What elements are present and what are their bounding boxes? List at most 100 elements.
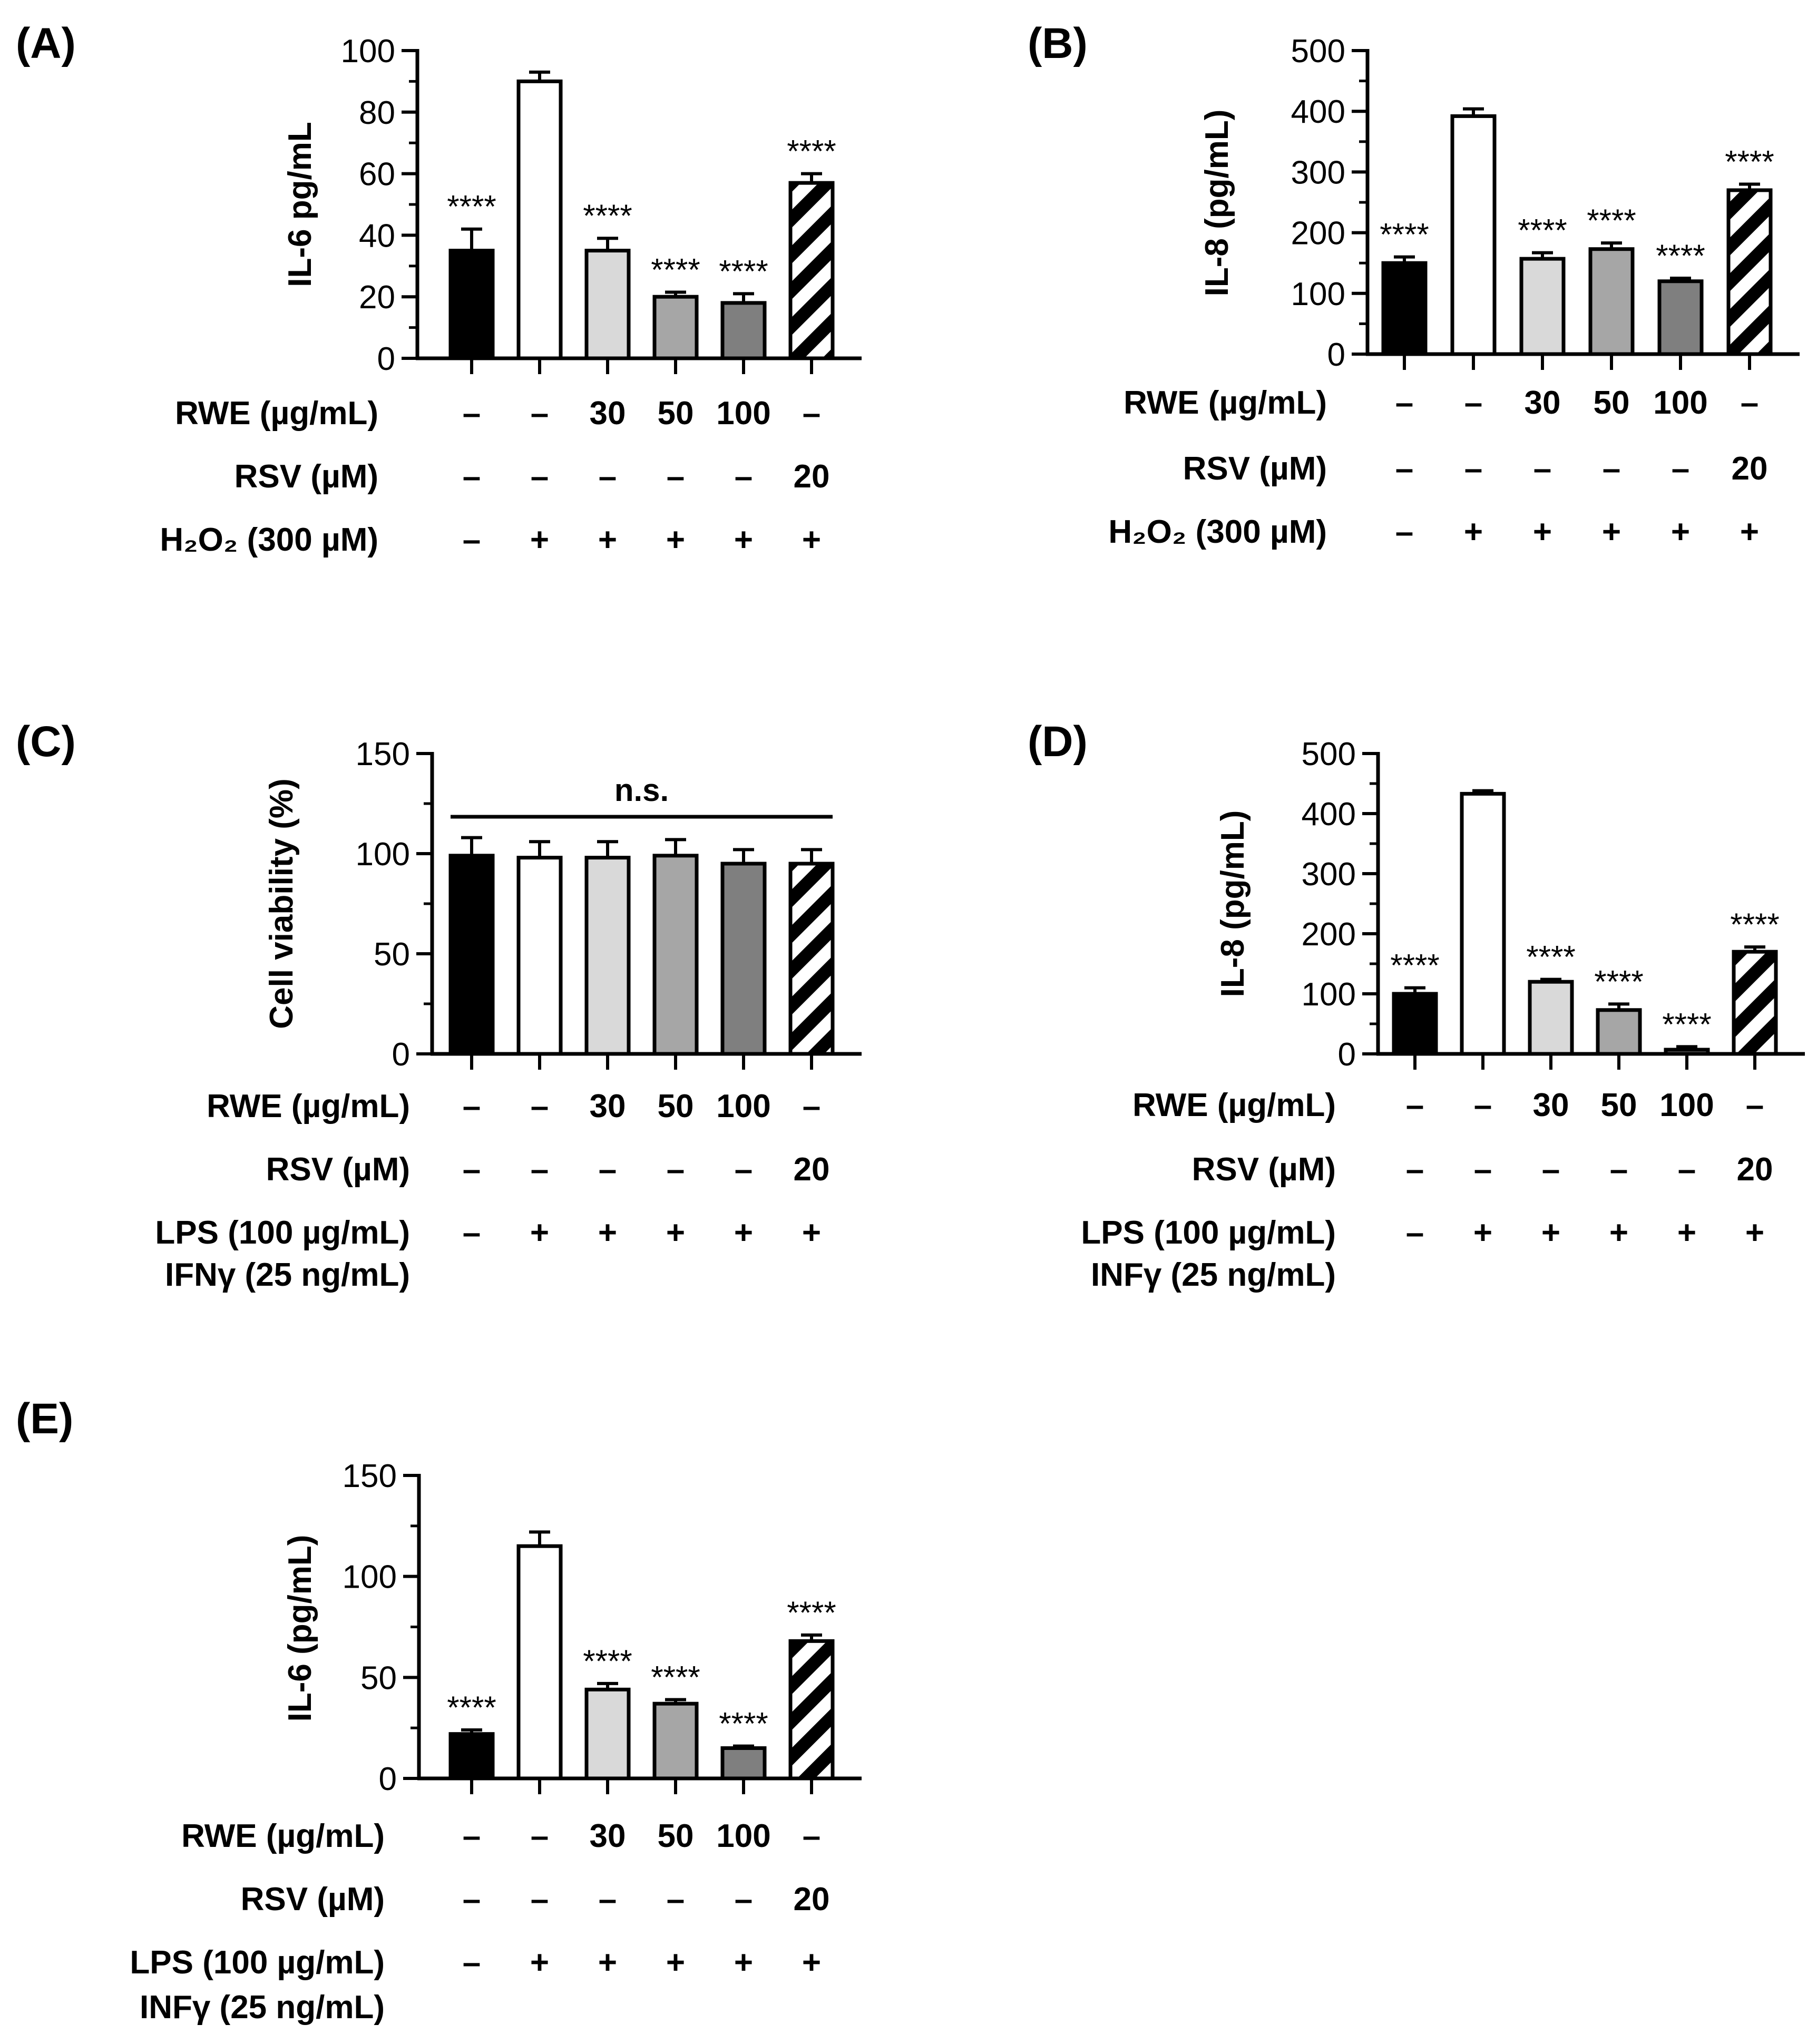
bar	[1528, 980, 1574, 1056]
treatment-cell: –	[1395, 385, 1413, 421]
y-tick-label: 100	[356, 836, 410, 873]
bar	[788, 1639, 835, 1781]
y-tick-label: 0	[392, 1036, 410, 1073]
treatment-cell: 50	[658, 1818, 694, 1854]
bar	[516, 1544, 563, 1781]
treatment-cell: +	[530, 1944, 549, 1981]
treatment-row-label: RWE (µg/mL)	[207, 1088, 410, 1124]
bar	[1381, 261, 1428, 356]
treatment-row-label: LPS (100 µg/mL)	[1081, 1215, 1336, 1251]
treatment-cell: +	[802, 1944, 821, 1981]
treatment-cell: +	[666, 1944, 685, 1981]
y-tick-label: 100	[341, 33, 395, 70]
significance-label: ****	[651, 252, 700, 287]
y-tick-label: 50	[374, 936, 410, 973]
treatment-cell: 100	[1653, 385, 1707, 421]
treatment-cell: –	[735, 1151, 753, 1188]
bar	[1732, 950, 1778, 1056]
significance-label: ****	[1594, 964, 1643, 999]
treatment-row-label: H₂O₂ (300 µM)	[160, 522, 378, 558]
y-axis-title: Cell viability (%)	[263, 778, 300, 1029]
treatment-cell: –	[1746, 1087, 1764, 1123]
treatment-cell: –	[1603, 451, 1620, 487]
y-tick-label: 0	[379, 1761, 397, 1797]
treatment-cell: +	[734, 1215, 753, 1251]
treatment-cell: –	[803, 1088, 820, 1124]
treatment-cell: +	[598, 1944, 617, 1981]
y-tick-label: 0	[1338, 1036, 1356, 1073]
treatment-cell: +	[802, 522, 821, 558]
treatment-cell: –	[463, 522, 481, 558]
treatment-cell: –	[599, 458, 617, 495]
treatment-cell: –	[463, 1881, 481, 1918]
significance-label: ****	[719, 1706, 768, 1742]
treatment-cell: +	[666, 1215, 685, 1251]
treatment-row-label: RSV (µM)	[241, 1881, 385, 1918]
bar	[652, 295, 699, 360]
bar	[584, 1687, 631, 1781]
chart-panel-d: (D) IL-8 (pg/mL) 0 100 200 300 400 500 **** **** *…	[1028, 718, 1805, 1293]
bar	[1596, 1008, 1642, 1056]
treatment-row-label: INFγ (25 ng/mL)	[1091, 1257, 1336, 1293]
treatment-cell: –	[463, 1088, 481, 1124]
significance-label: ****	[787, 134, 836, 169]
treatment-cell: –	[463, 1151, 481, 1188]
treatment-cell: 20	[794, 458, 830, 495]
treatment-cell: 100	[1659, 1087, 1714, 1123]
treatment-cell: –	[599, 1881, 617, 1918]
significance-label: ****	[447, 1690, 496, 1725]
chart-panel-b: (B) IL-8 (pg/mL) 0 100 200 300 400 500 **** **** *…	[1028, 19, 1800, 550]
treatment-cell: +	[1740, 514, 1759, 550]
bar	[1450, 114, 1497, 356]
bar	[448, 249, 495, 360]
y-tick-label: 0	[1327, 337, 1345, 373]
treatment-row-label: RSV (µM)	[235, 458, 378, 495]
y-tick-label: 100	[1291, 276, 1345, 312]
panel-label: (C)	[16, 718, 76, 766]
y-tick-label: 150	[343, 1458, 397, 1494]
treatment-cell: +	[1541, 1215, 1560, 1251]
y-tick-label: 200	[1291, 216, 1345, 252]
treatment-cell: –	[1464, 385, 1482, 421]
treatment-cell: –	[1406, 1151, 1424, 1188]
treatment-cell: 50	[1601, 1087, 1637, 1123]
panel-label: (D)	[1028, 718, 1088, 766]
significance-label: ****	[1380, 217, 1429, 252]
treatment-cell: –	[735, 1881, 753, 1918]
y-tick-label: 20	[359, 279, 395, 316]
bar	[1588, 247, 1635, 356]
treatment-row-label: H₂O₂ (300 µM)	[1108, 514, 1327, 550]
treatment-cell: +	[666, 522, 685, 558]
bar	[1726, 188, 1773, 356]
bar	[720, 1746, 767, 1781]
treatment-row-label: RSV (µM)	[1192, 1151, 1336, 1188]
treatment-cell: 30	[1525, 385, 1561, 421]
bar	[1460, 791, 1506, 1056]
treatment-row-label: RWE (µg/mL)	[181, 1818, 385, 1854]
treatment-cell: –	[735, 458, 753, 495]
treatment-cell: –	[1678, 1151, 1696, 1188]
bar	[1657, 279, 1704, 356]
treatment-cell: 100	[716, 1818, 770, 1854]
treatment-cell: 30	[590, 1088, 626, 1124]
bar	[1519, 257, 1566, 356]
panel-label: (A)	[16, 19, 76, 67]
treatment-cell: –	[463, 1818, 481, 1854]
significance-label: ****	[1587, 203, 1636, 238]
treatment-cell: +	[1473, 1215, 1492, 1251]
bar	[448, 1732, 495, 1781]
y-tick-label: 150	[356, 736, 410, 772]
panel-label: (E)	[16, 1395, 73, 1443]
treatment-cell: +	[1533, 514, 1552, 550]
y-axis-title: IL-8 (pg/mL)	[1215, 810, 1251, 997]
treatment-cell: 20	[1732, 451, 1768, 487]
treatment-cell: +	[530, 522, 549, 558]
bar	[1664, 1048, 1710, 1056]
treatment-cell: –	[531, 1818, 549, 1854]
treatment-cell: –	[1542, 1151, 1560, 1188]
treatment-cell: 100	[716, 395, 770, 432]
treatment-cell: –	[463, 1215, 481, 1251]
treatment-cell: –	[531, 458, 549, 495]
significance-label: ****	[1518, 213, 1567, 248]
